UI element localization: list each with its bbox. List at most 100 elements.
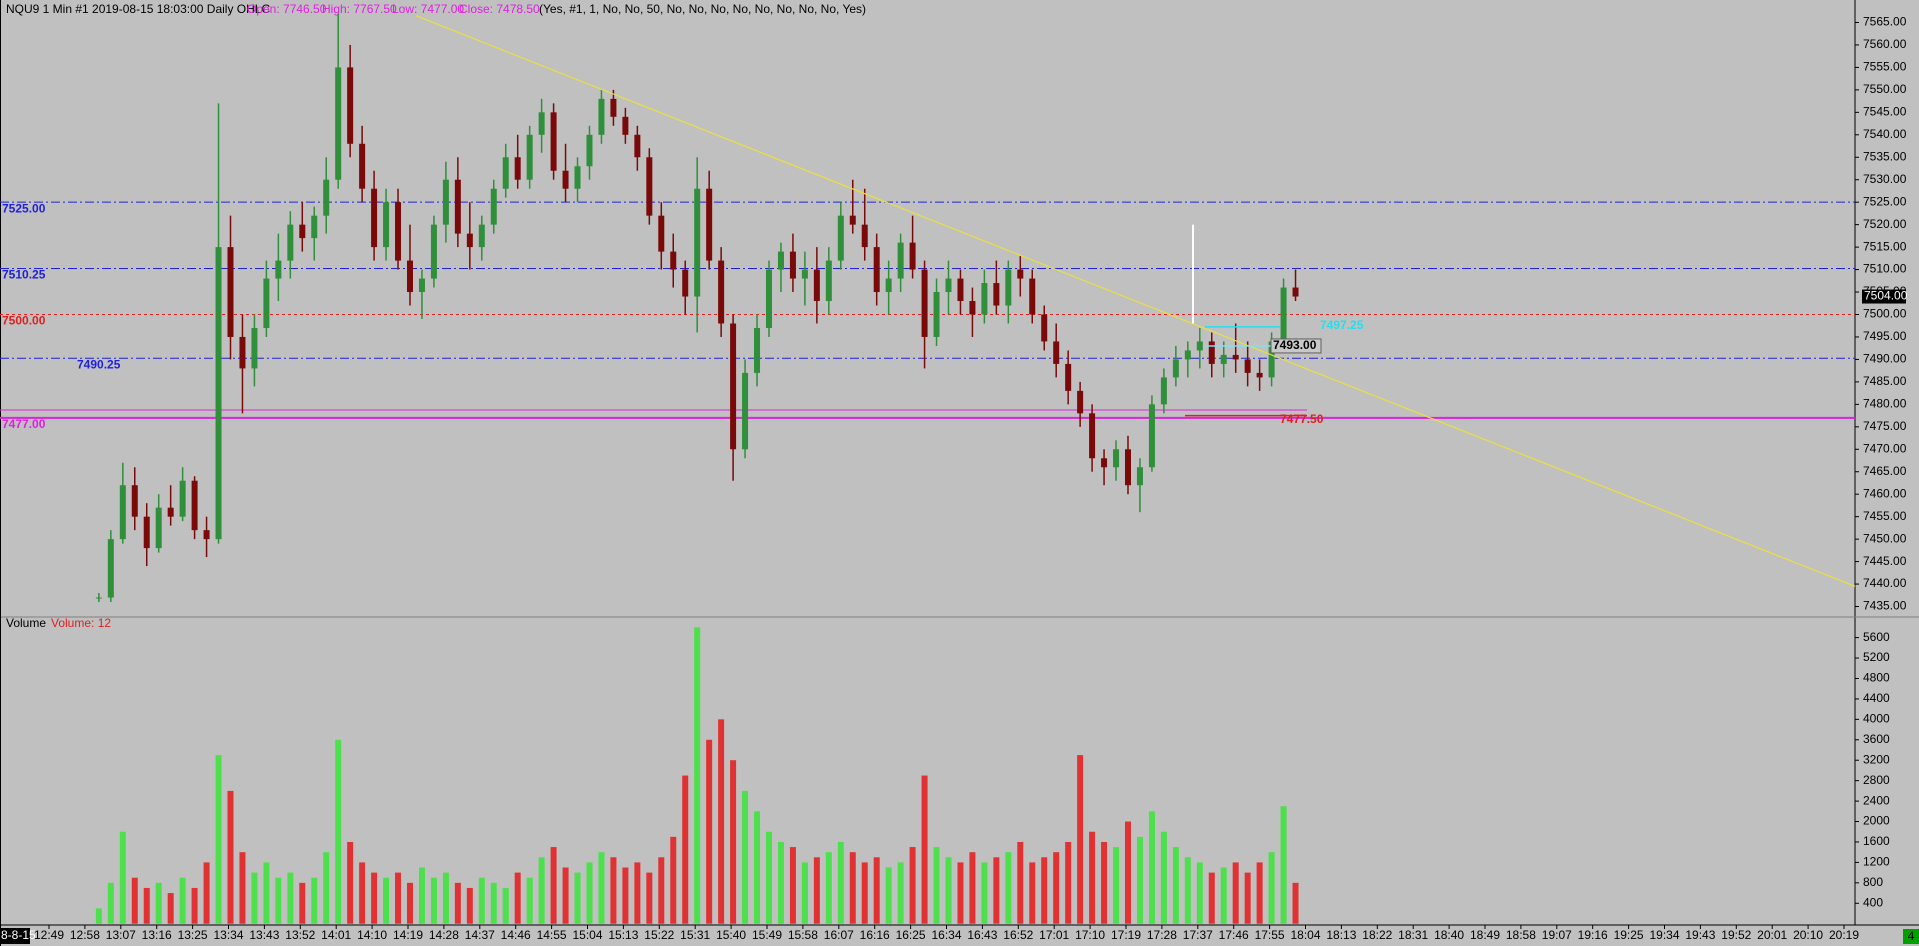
candle-body: [682, 269, 689, 297]
volume-bar: [179, 877, 186, 924]
candle-body: [1196, 341, 1203, 351]
x-tick-label: 15:58: [788, 928, 818, 942]
x-tick-label: 17:55: [1255, 928, 1285, 942]
candle-body: [526, 134, 533, 180]
candle-body: [1005, 269, 1012, 306]
candle-body: [239, 336, 246, 369]
volume-y-tick-label: 800: [1863, 875, 1883, 889]
x-tick-label: 13:07: [106, 928, 136, 942]
volume-bar: [718, 719, 725, 924]
volume-bar: [777, 841, 784, 924]
candle-body: [215, 247, 222, 540]
y-tick-label: 7495.00: [1863, 329, 1907, 343]
x-tick-label: 15:13: [608, 928, 638, 942]
candle-body: [1136, 467, 1143, 486]
y-tick-label: 7490.00: [1863, 352, 1907, 366]
y-tick-label: 7475.00: [1863, 419, 1907, 433]
volume-bar: [562, 867, 569, 924]
candle-body: [658, 215, 665, 252]
volume-bar: [167, 893, 174, 924]
volume-bar: [873, 857, 880, 924]
x-tick-label: 20:10: [1793, 928, 1823, 942]
volume-bar: [550, 847, 557, 924]
candle-body: [107, 539, 114, 598]
candle-body: [251, 327, 258, 369]
candle-body: [622, 116, 629, 135]
volume-bar: [1053, 852, 1060, 924]
candle-body: [1148, 404, 1155, 468]
volume-bar: [203, 862, 210, 924]
volume-bar: [1029, 862, 1036, 924]
x-tick-label: 14:19: [393, 928, 423, 942]
volume-bar: [383, 877, 390, 924]
volume-bar: [885, 867, 892, 924]
x-tick-label: 17:10: [1075, 928, 1105, 942]
candle-body: [1268, 341, 1275, 378]
candle-body: [1172, 359, 1179, 378]
x-tick-label: 17:46: [1219, 928, 1249, 942]
candle-body: [1065, 363, 1072, 391]
last-price-box: [1862, 289, 1906, 304]
x-tick-label: 15:31: [680, 928, 710, 942]
candle-body: [933, 292, 940, 337]
x-tick-label: 19:52: [1721, 928, 1751, 942]
y-tick-label: 7445.00: [1863, 554, 1907, 568]
volume-bar: [813, 857, 820, 924]
x-tick-label: 13:16: [142, 928, 172, 942]
volume-bar: [1101, 841, 1108, 924]
volume-bar: [825, 852, 832, 924]
volume-bar: [490, 882, 497, 924]
candle-body: [359, 143, 366, 189]
x-tick-label: 13:52: [285, 928, 315, 942]
x-tick-label: 19:16: [1578, 928, 1608, 942]
candle-body: [993, 283, 1000, 306]
x-tick-label: 17:19: [1111, 928, 1141, 942]
volume-bar: [215, 755, 222, 924]
candle-body: [143, 516, 150, 549]
x-tick-label: 15:49: [752, 928, 782, 942]
volume-bar: [789, 847, 796, 924]
candle-body: [1077, 390, 1084, 414]
volume-bar: [287, 872, 294, 924]
x-tick-label: 17:37: [1183, 928, 1213, 942]
candle-body: [95, 597, 102, 599]
y-tick-label: 7435.00: [1863, 599, 1907, 613]
volume-bar: [119, 831, 126, 924]
ohlc-summary: Close: 7478.50: [459, 2, 540, 16]
y-tick-label: 7485.00: [1863, 374, 1907, 388]
corner-box: [1903, 929, 1919, 944]
volume-bar: [1172, 847, 1179, 924]
volume-bar: [478, 877, 485, 924]
volume-bar: [418, 867, 425, 924]
x-tick-label: 13:34: [213, 928, 243, 942]
candle-body: [957, 278, 964, 302]
ohlc-summary: Open: 7746.50: [247, 2, 327, 16]
y-tick-label: 7480.00: [1863, 397, 1907, 411]
candle-body: [466, 233, 473, 248]
candle-body: [275, 260, 282, 279]
volume-bar: [143, 887, 150, 924]
volume-bar: [1244, 872, 1251, 924]
candle-body: [502, 157, 509, 189]
candle-body: [969, 301, 976, 315]
candle-body: [861, 224, 868, 248]
x-tick-label: 18:40: [1434, 928, 1464, 942]
volume-bar: [1089, 831, 1096, 924]
candle-body: [442, 179, 449, 225]
candle-body: [897, 242, 904, 279]
volume-bar: [430, 877, 437, 924]
volume-bar: [801, 862, 808, 924]
x-tick-label: 17:01: [1039, 928, 1069, 942]
volume-bar: [395, 872, 402, 924]
candle-body: [562, 170, 569, 189]
candle-body: [1041, 314, 1048, 342]
candle-body: [1101, 458, 1108, 468]
volume-bar: [1124, 821, 1131, 924]
x-tick-label: 13:43: [249, 928, 279, 942]
candle-body: [849, 215, 856, 225]
corner-label: 4: [1908, 929, 1915, 943]
candle-body: [1160, 377, 1167, 405]
volume-bar: [227, 790, 234, 924]
volume-bar: [765, 831, 772, 924]
volume-bar: [742, 790, 749, 924]
